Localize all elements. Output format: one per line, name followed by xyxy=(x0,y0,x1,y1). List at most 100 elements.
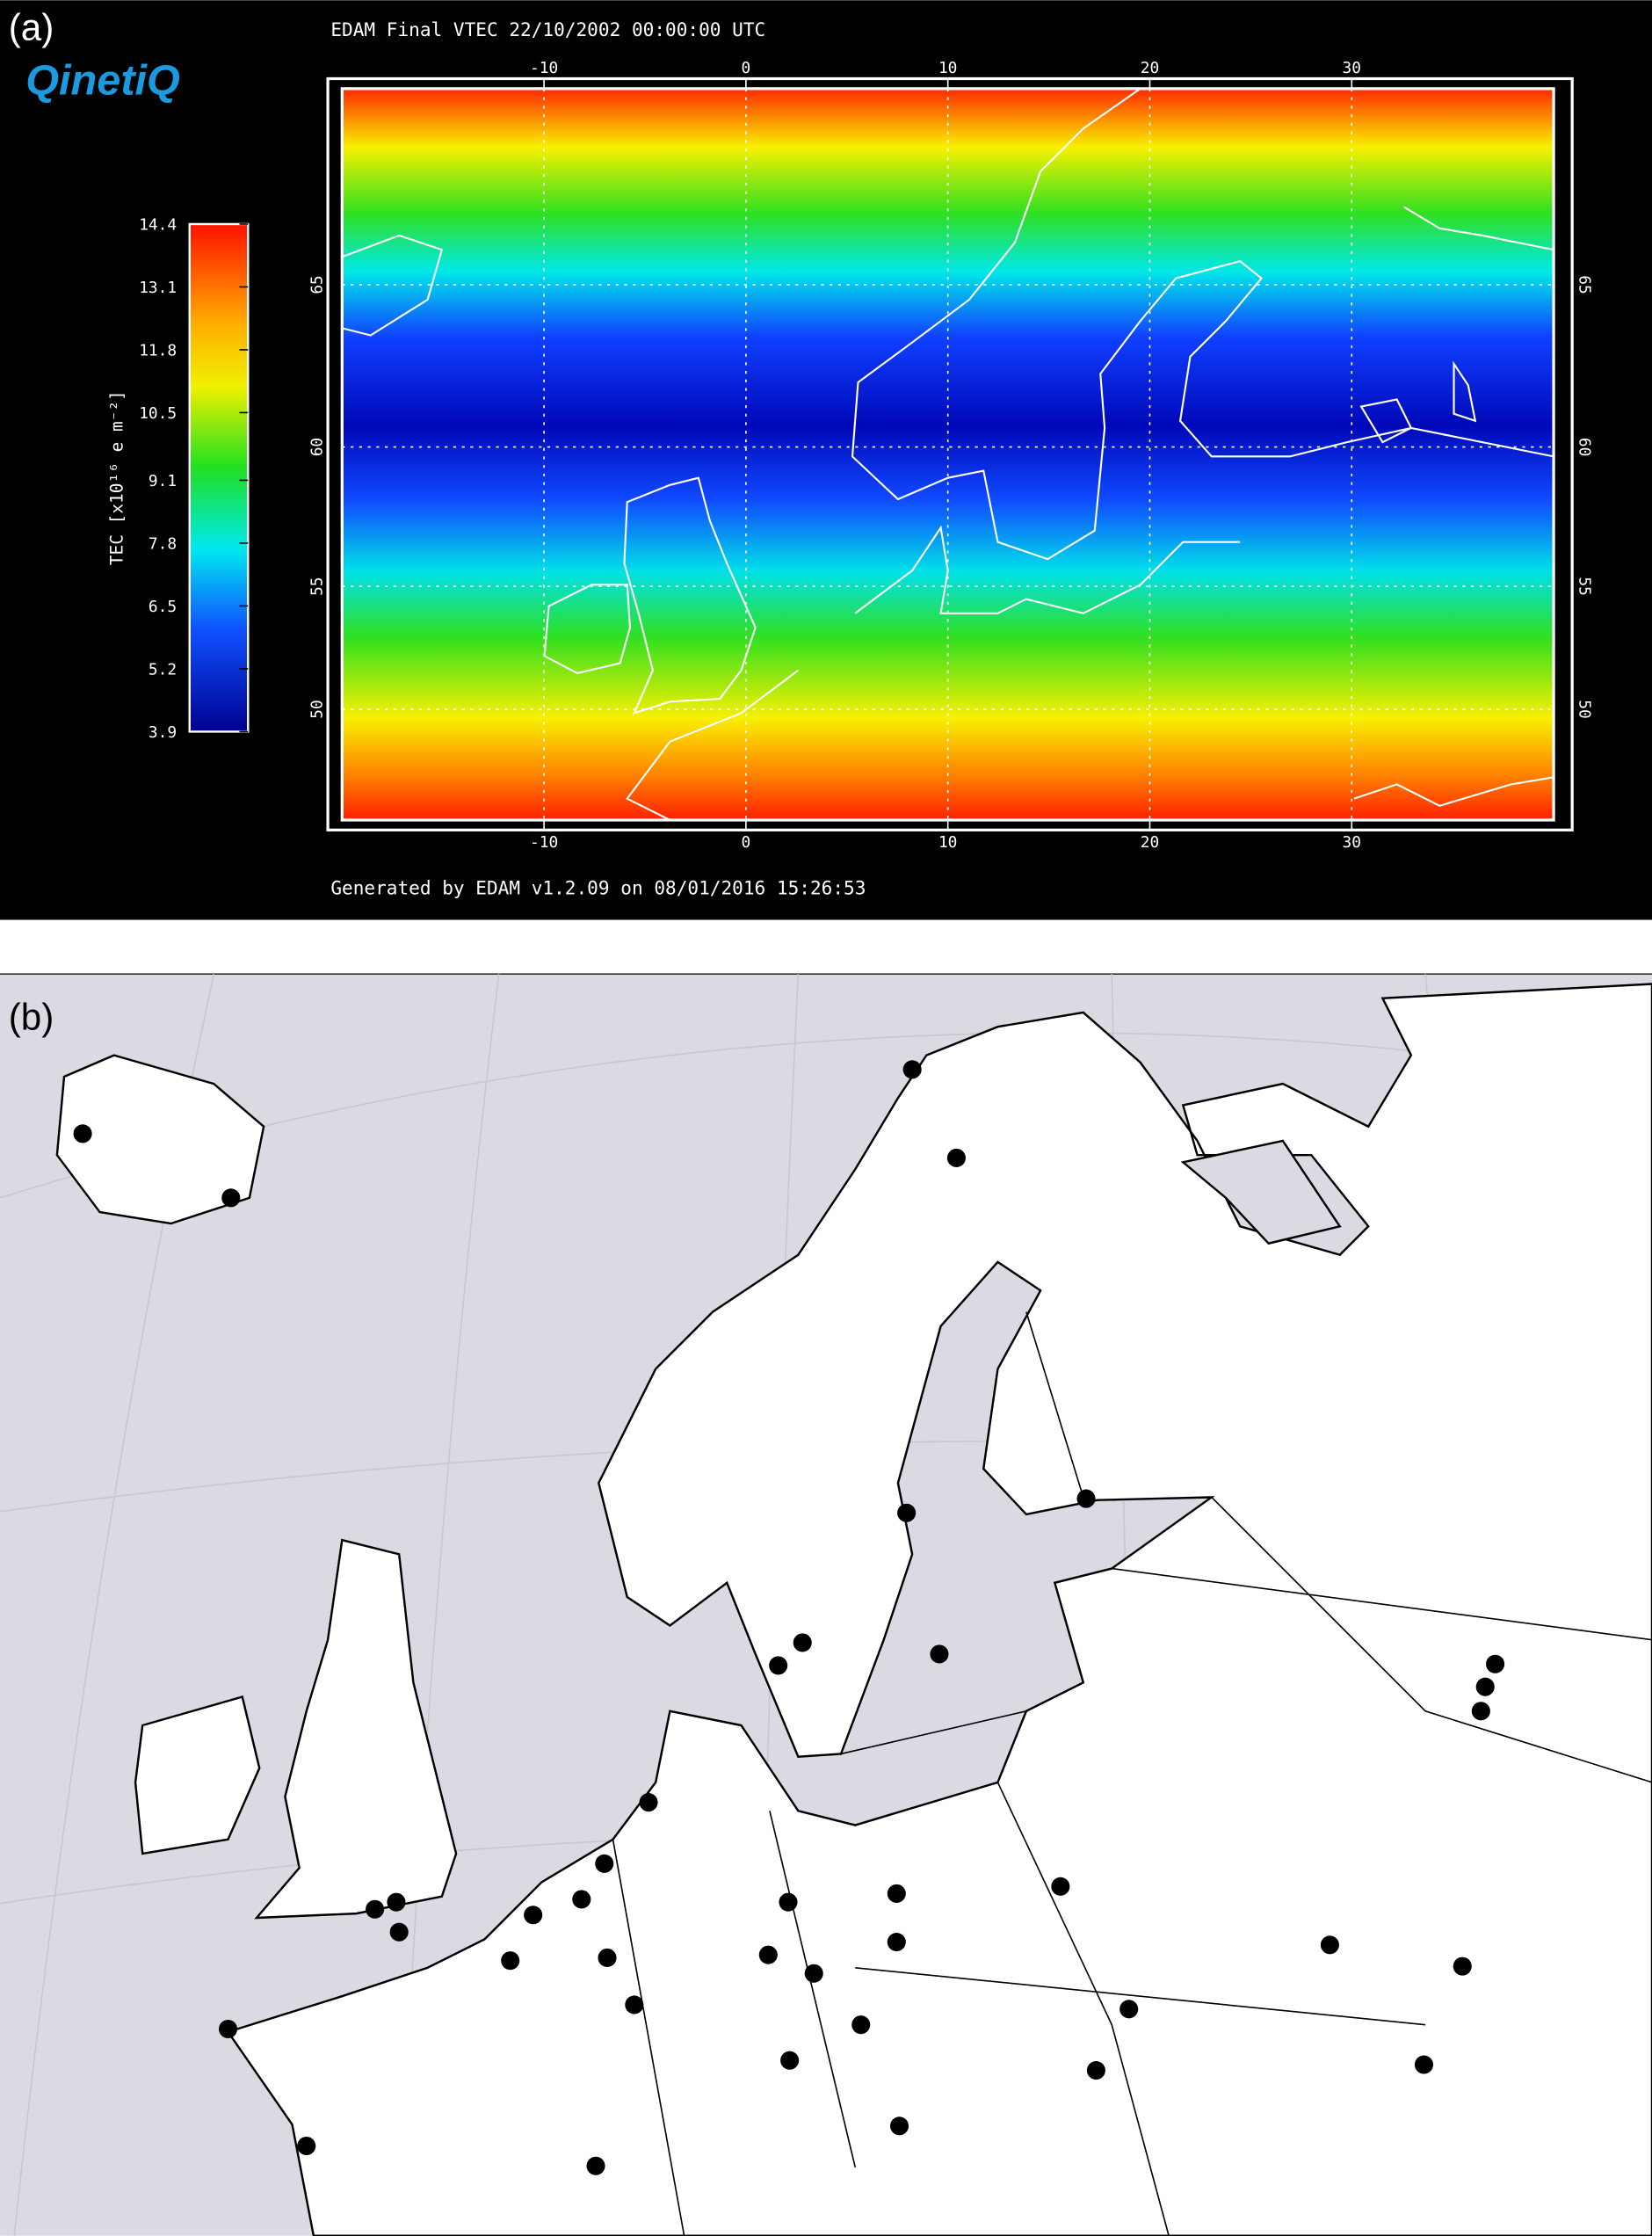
station xyxy=(804,1964,823,1983)
border xyxy=(1112,1567,1652,1641)
x-tick-label: -10 xyxy=(530,833,558,852)
station xyxy=(572,1890,591,1909)
map-title: EDAM Final VTEC 22/10/2002 00:00:00 UTC xyxy=(330,18,765,40)
coastline xyxy=(626,669,800,821)
coastline xyxy=(854,525,1241,614)
station xyxy=(598,1948,617,1967)
x-tick-label: 30 xyxy=(1343,833,1361,852)
border xyxy=(855,1966,1426,2026)
station xyxy=(758,1945,778,1964)
station xyxy=(586,2156,605,2175)
colorbar-tick-label: 14.4 xyxy=(139,215,177,234)
station xyxy=(1414,2055,1434,2074)
coastline xyxy=(341,234,444,337)
panel-label: (a) xyxy=(9,7,54,48)
coastline xyxy=(1359,398,1413,444)
y-tick-label: 65 xyxy=(308,275,327,294)
station xyxy=(946,1148,966,1167)
y-tick-label: 50 xyxy=(1575,700,1593,718)
colorbar xyxy=(188,222,250,733)
border xyxy=(996,1782,1170,2236)
colorbar-label: TEC [x10¹⁶ e m⁻²] xyxy=(106,390,127,565)
colorbar-tick-label: 6.5 xyxy=(149,598,177,616)
colorbar-tick-label: 7.8 xyxy=(149,534,177,553)
station xyxy=(524,1906,543,1925)
colorbar-tick-label: 11.8 xyxy=(139,341,177,359)
station xyxy=(639,1793,658,1812)
y-tick-label: 50 xyxy=(308,700,327,718)
sea xyxy=(1180,1139,1342,1245)
border xyxy=(1211,1496,1652,1783)
station xyxy=(769,1656,788,1675)
border xyxy=(1025,1311,1084,1498)
station xyxy=(887,1884,906,1903)
coastline xyxy=(623,476,757,715)
landmass xyxy=(55,1054,265,1225)
station xyxy=(1486,1654,1505,1673)
station xyxy=(887,1933,906,1952)
coastline xyxy=(543,584,632,675)
landmass xyxy=(134,1695,261,1855)
tec-field xyxy=(342,88,1554,820)
x-tick-label: 20 xyxy=(1141,59,1159,77)
coastline xyxy=(851,87,1554,561)
x-tick-label: 0 xyxy=(742,833,751,852)
landmass xyxy=(226,983,1652,2236)
colorbar-tick-label: 10.5 xyxy=(139,404,177,423)
station xyxy=(780,2051,800,2070)
border xyxy=(840,1710,1027,1755)
station xyxy=(779,1892,798,1912)
station xyxy=(1453,1956,1472,1976)
border xyxy=(769,1811,857,2168)
y-tick-label: 55 xyxy=(308,577,327,595)
station xyxy=(1475,1677,1495,1696)
station xyxy=(1119,2000,1139,2019)
station xyxy=(1471,1702,1490,1721)
panel-label: (b) xyxy=(9,996,54,1037)
land xyxy=(0,973,1652,2236)
footer: Generated by EDAM v1.2.09 on 08/01/2016 … xyxy=(330,876,866,898)
border xyxy=(612,1839,685,2236)
x-tick-label: 10 xyxy=(938,833,957,852)
station xyxy=(1086,2061,1105,2080)
station xyxy=(793,1633,812,1652)
station xyxy=(595,1854,614,1873)
x-tick-label: 30 xyxy=(1343,59,1361,77)
y-tick-label: 55 xyxy=(1575,577,1593,595)
station xyxy=(73,1124,92,1143)
colorbar-tick-label: 3.9 xyxy=(149,723,177,742)
y-tick-label: 60 xyxy=(1575,438,1593,456)
station xyxy=(387,1892,406,1912)
station xyxy=(366,1899,385,1919)
landmass xyxy=(254,1538,458,1920)
station xyxy=(851,2015,871,2035)
station xyxy=(889,2116,909,2136)
station xyxy=(897,1503,917,1522)
x-tick-label: -10 xyxy=(530,59,558,77)
x-tick-label: 0 xyxy=(742,59,751,77)
coastlines xyxy=(341,87,1554,821)
coastline xyxy=(1353,776,1554,807)
station xyxy=(1320,1935,1339,1955)
coastline xyxy=(1403,206,1554,251)
station xyxy=(501,1951,520,1971)
station xyxy=(1051,1877,1070,1896)
station xyxy=(218,2019,238,2039)
station xyxy=(389,1922,409,1942)
map-frame xyxy=(326,76,1574,831)
coastline xyxy=(1453,360,1477,423)
station xyxy=(625,1995,644,2015)
station xyxy=(1076,1489,1096,1508)
grid xyxy=(342,88,1554,820)
colorbar-tick-label: 5.2 xyxy=(149,660,177,679)
y-tick-label: 60 xyxy=(308,438,327,456)
station xyxy=(297,2136,316,2156)
colorbar-tick-label: 13.1 xyxy=(139,279,177,297)
logo: QinetiQ xyxy=(25,56,180,104)
station xyxy=(902,1060,922,1079)
station xyxy=(221,1188,241,1208)
y-tick-label: 65 xyxy=(1575,275,1593,294)
station xyxy=(930,1644,949,1664)
x-tick-label: 10 xyxy=(938,59,957,77)
